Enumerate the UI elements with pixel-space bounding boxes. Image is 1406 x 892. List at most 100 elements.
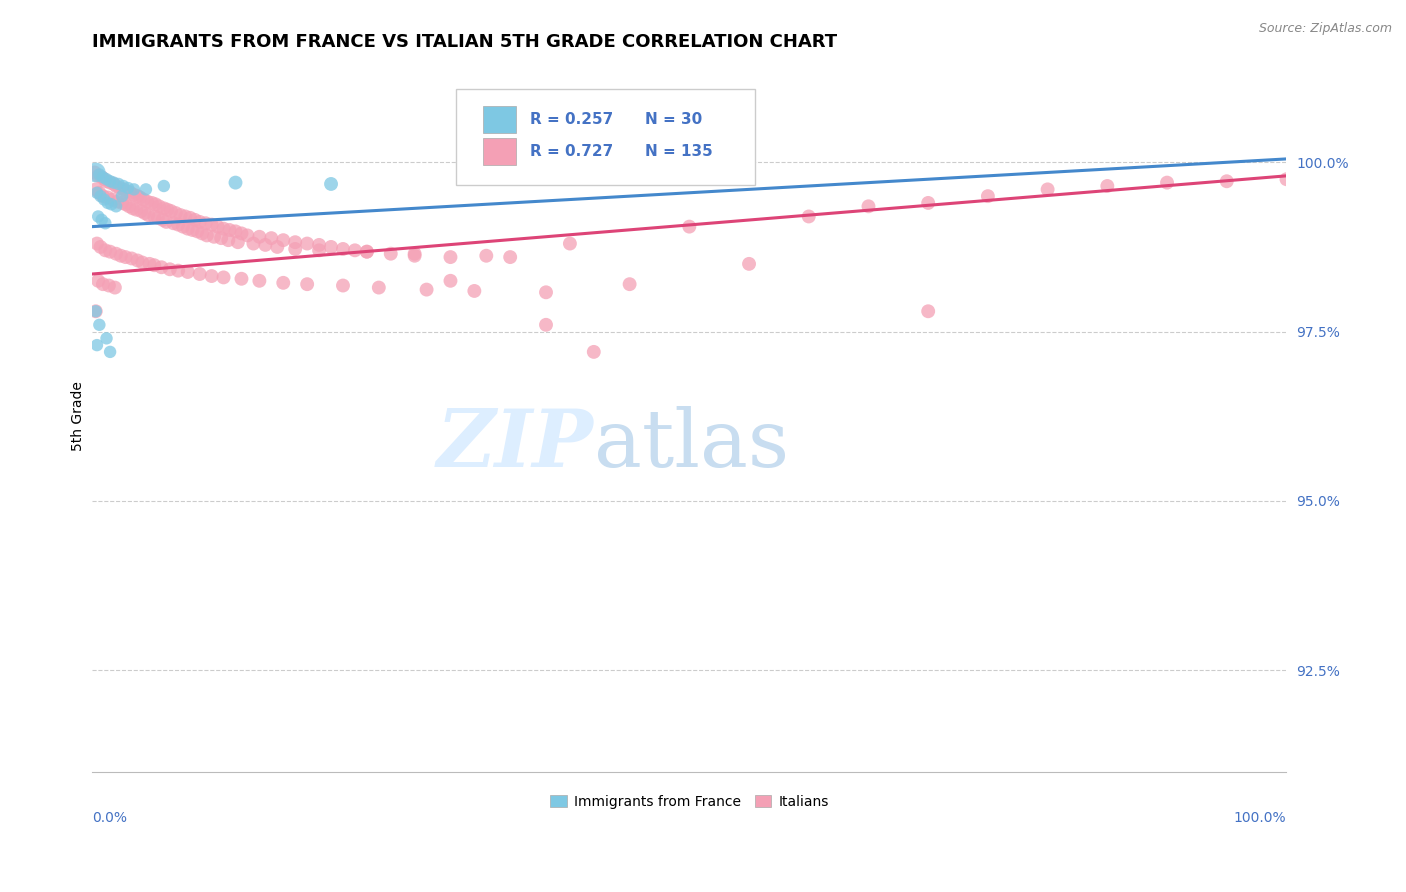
- Point: [145, 197, 167, 211]
- Point: [122, 182, 145, 196]
- FancyBboxPatch shape: [482, 138, 516, 165]
- Point: [90, 240, 112, 254]
- Point: [129, 190, 152, 204]
- Point: [87, 210, 110, 224]
- Point: [242, 236, 264, 251]
- Point: [159, 262, 181, 277]
- Text: R = 0.257: R = 0.257: [530, 112, 614, 128]
- Point: [117, 181, 139, 195]
- Point: [184, 212, 207, 227]
- Point: [90, 212, 112, 227]
- Point: [284, 242, 307, 256]
- Point: [343, 244, 366, 258]
- Point: [108, 181, 131, 195]
- Point: [107, 177, 129, 191]
- Point: [143, 210, 166, 224]
- Point: [177, 221, 200, 235]
- Point: [404, 246, 426, 260]
- Point: [165, 206, 187, 220]
- Point: [188, 215, 211, 229]
- Point: [114, 250, 136, 264]
- Point: [167, 218, 190, 232]
- Point: [917, 304, 939, 318]
- Point: [84, 182, 107, 196]
- Point: [136, 208, 159, 222]
- Text: Source: ZipAtlas.com: Source: ZipAtlas.com: [1258, 22, 1392, 36]
- Point: [93, 193, 115, 207]
- Point: [91, 170, 114, 185]
- Point: [266, 240, 288, 254]
- Point: [94, 216, 117, 230]
- Point: [319, 177, 342, 191]
- Point: [120, 186, 142, 200]
- Point: [105, 199, 128, 213]
- Point: [110, 249, 132, 263]
- Point: [97, 190, 120, 204]
- Point: [181, 223, 204, 237]
- FancyBboxPatch shape: [457, 89, 755, 186]
- Point: [271, 233, 294, 247]
- Point: [582, 344, 605, 359]
- Point: [558, 236, 581, 251]
- Point: [439, 274, 461, 288]
- Text: IMMIGRANTS FROM FRANCE VS ITALIAN 5TH GRADE CORRELATION CHART: IMMIGRANTS FROM FRANCE VS ITALIAN 5TH GR…: [93, 33, 838, 51]
- Point: [90, 170, 112, 185]
- Point: [169, 208, 191, 222]
- Point: [167, 263, 190, 277]
- Point: [87, 169, 110, 183]
- Point: [118, 199, 141, 213]
- Point: [212, 270, 235, 285]
- Point: [105, 194, 128, 209]
- Point: [917, 195, 939, 210]
- Point: [499, 250, 522, 264]
- Point: [179, 211, 201, 225]
- Point: [143, 258, 166, 272]
- Point: [103, 177, 125, 191]
- Point: [105, 246, 128, 260]
- Point: [86, 186, 108, 200]
- Point: [439, 250, 461, 264]
- Point: [87, 274, 110, 288]
- Point: [127, 189, 149, 203]
- Point: [160, 204, 183, 219]
- Point: [93, 798, 115, 813]
- Point: [174, 210, 197, 224]
- Point: [111, 189, 134, 203]
- Point: [224, 176, 246, 190]
- Point: [271, 276, 294, 290]
- Point: [112, 182, 135, 196]
- Point: [131, 255, 153, 269]
- Point: [858, 199, 880, 213]
- Point: [122, 187, 145, 202]
- Point: [1275, 172, 1298, 186]
- Text: 0.0%: 0.0%: [93, 811, 127, 825]
- Point: [111, 195, 134, 210]
- Point: [89, 318, 111, 332]
- Point: [619, 277, 641, 292]
- Point: [91, 277, 114, 292]
- Point: [132, 193, 155, 207]
- Text: 100.0%: 100.0%: [1234, 811, 1286, 825]
- Point: [134, 206, 156, 220]
- Point: [98, 176, 121, 190]
- Point: [100, 197, 122, 211]
- Point: [136, 194, 159, 209]
- Point: [380, 246, 402, 260]
- Text: N = 135: N = 135: [645, 145, 713, 160]
- Point: [125, 202, 148, 217]
- Point: [129, 204, 152, 219]
- Point: [332, 242, 354, 256]
- Point: [295, 277, 318, 292]
- Point: [319, 240, 342, 254]
- Text: atlas: atlas: [593, 406, 789, 483]
- Point: [153, 202, 176, 216]
- Point: [226, 235, 249, 250]
- Point: [127, 253, 149, 268]
- Point: [231, 227, 253, 241]
- Point: [463, 284, 485, 298]
- Point: [115, 185, 138, 199]
- Point: [156, 202, 179, 217]
- Point: [97, 195, 120, 210]
- Point: [415, 283, 437, 297]
- Point: [96, 331, 118, 345]
